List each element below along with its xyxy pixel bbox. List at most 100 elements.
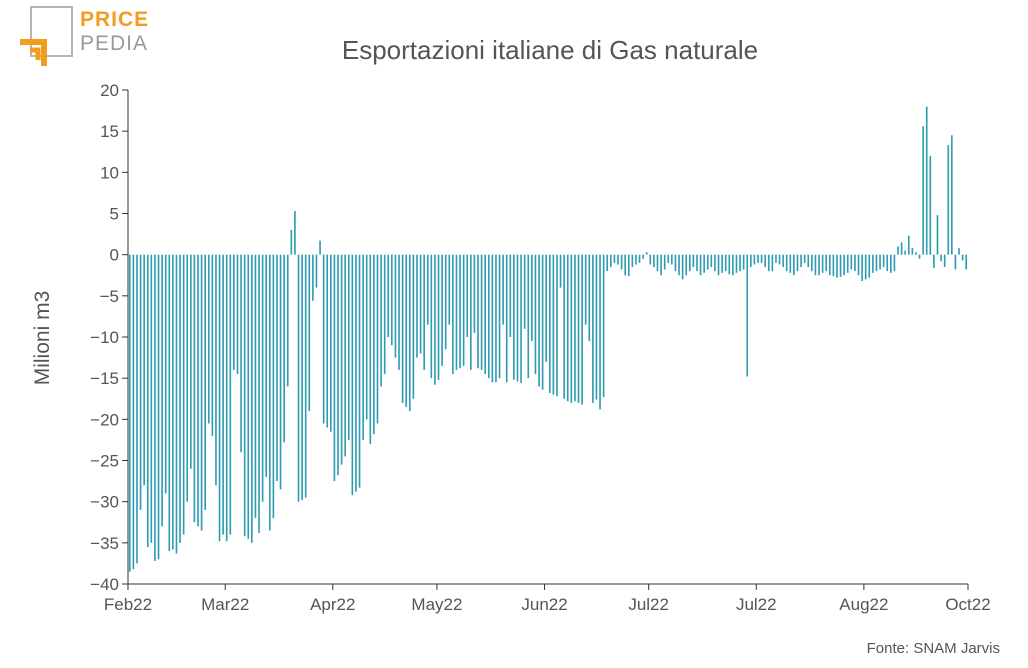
bar (832, 254, 835, 277)
x-tick-label: May22 (411, 595, 462, 614)
chart-title: Esportazioni italiane di Gas naturale (342, 35, 758, 65)
bar (434, 254, 436, 385)
bar (541, 254, 544, 390)
bar (714, 254, 716, 272)
bar (807, 254, 810, 268)
y-tick-label: 5 (110, 205, 119, 224)
bar (186, 254, 189, 502)
bar (814, 254, 817, 276)
bar (268, 254, 271, 531)
bar (340, 254, 343, 465)
bar (828, 254, 831, 276)
bar (552, 254, 555, 395)
bar (355, 254, 357, 492)
bar (821, 254, 824, 273)
bar (559, 254, 562, 288)
bar (513, 254, 515, 380)
logo-corner-icon (20, 39, 47, 66)
bar (502, 254, 504, 325)
bar (333, 254, 336, 482)
bar (128, 254, 131, 572)
bar (218, 254, 221, 542)
bar (143, 254, 145, 486)
bar (423, 254, 425, 370)
bar (419, 254, 422, 354)
bar (699, 254, 702, 276)
bar (764, 254, 766, 268)
bar (351, 254, 354, 496)
bar (330, 254, 332, 432)
bar (951, 135, 953, 255)
bar (624, 254, 626, 276)
bar (925, 106, 928, 255)
bar (401, 254, 404, 403)
bar (358, 254, 361, 488)
logo-inner-corner-icon (30, 47, 41, 60)
bar (373, 254, 375, 435)
bar (279, 254, 282, 490)
bar (965, 254, 968, 270)
bar (452, 254, 454, 375)
bar (796, 254, 799, 272)
bar (229, 254, 232, 535)
bar (175, 254, 178, 554)
bar (681, 254, 684, 280)
bar (441, 254, 443, 366)
bar (933, 254, 935, 268)
logo-text-pedia: PEDIA (80, 32, 148, 55)
bar (444, 254, 447, 350)
bar (592, 254, 594, 403)
bar (886, 254, 889, 272)
y-tick-label: 15 (100, 122, 119, 141)
bar (803, 254, 806, 263)
bar (864, 254, 867, 280)
bar (717, 254, 720, 276)
bar (437, 254, 440, 380)
bar (405, 254, 408, 407)
x-tick-label: Jul22 (736, 595, 777, 614)
bar (911, 248, 914, 255)
bar (455, 254, 458, 370)
bar (782, 254, 784, 268)
bar (516, 254, 519, 382)
bar (746, 254, 749, 377)
bar (391, 254, 393, 346)
bar (721, 254, 723, 273)
bar (509, 254, 512, 337)
bar (448, 254, 451, 325)
bar (900, 242, 903, 255)
bar (893, 254, 896, 272)
y-tick-label: −15 (90, 369, 119, 388)
bar (961, 254, 964, 261)
pricepedia-logo: PRICE PEDIA (14, 4, 164, 68)
bar (261, 254, 264, 502)
bar (566, 254, 569, 402)
bar (929, 155, 932, 255)
bar (276, 254, 278, 482)
bar (347, 254, 350, 440)
bar (653, 254, 655, 268)
x-tick-label: Feb22 (104, 595, 152, 614)
bar (408, 254, 411, 412)
logo-frame-icon (30, 6, 73, 57)
bar (459, 254, 461, 369)
bar (706, 254, 709, 270)
bar (947, 145, 950, 255)
bar (574, 254, 576, 402)
bar (778, 254, 781, 265)
bar (240, 254, 242, 453)
bar (225, 254, 228, 542)
bar (771, 254, 774, 272)
bar (854, 254, 856, 272)
bars-group (128, 106, 968, 572)
bar (416, 254, 418, 358)
bar (688, 254, 691, 272)
bar (315, 254, 318, 288)
bar (258, 254, 260, 533)
bar (548, 254, 551, 393)
bar (793, 254, 795, 276)
bar (577, 254, 580, 403)
bar (724, 254, 727, 272)
bar (742, 254, 745, 270)
